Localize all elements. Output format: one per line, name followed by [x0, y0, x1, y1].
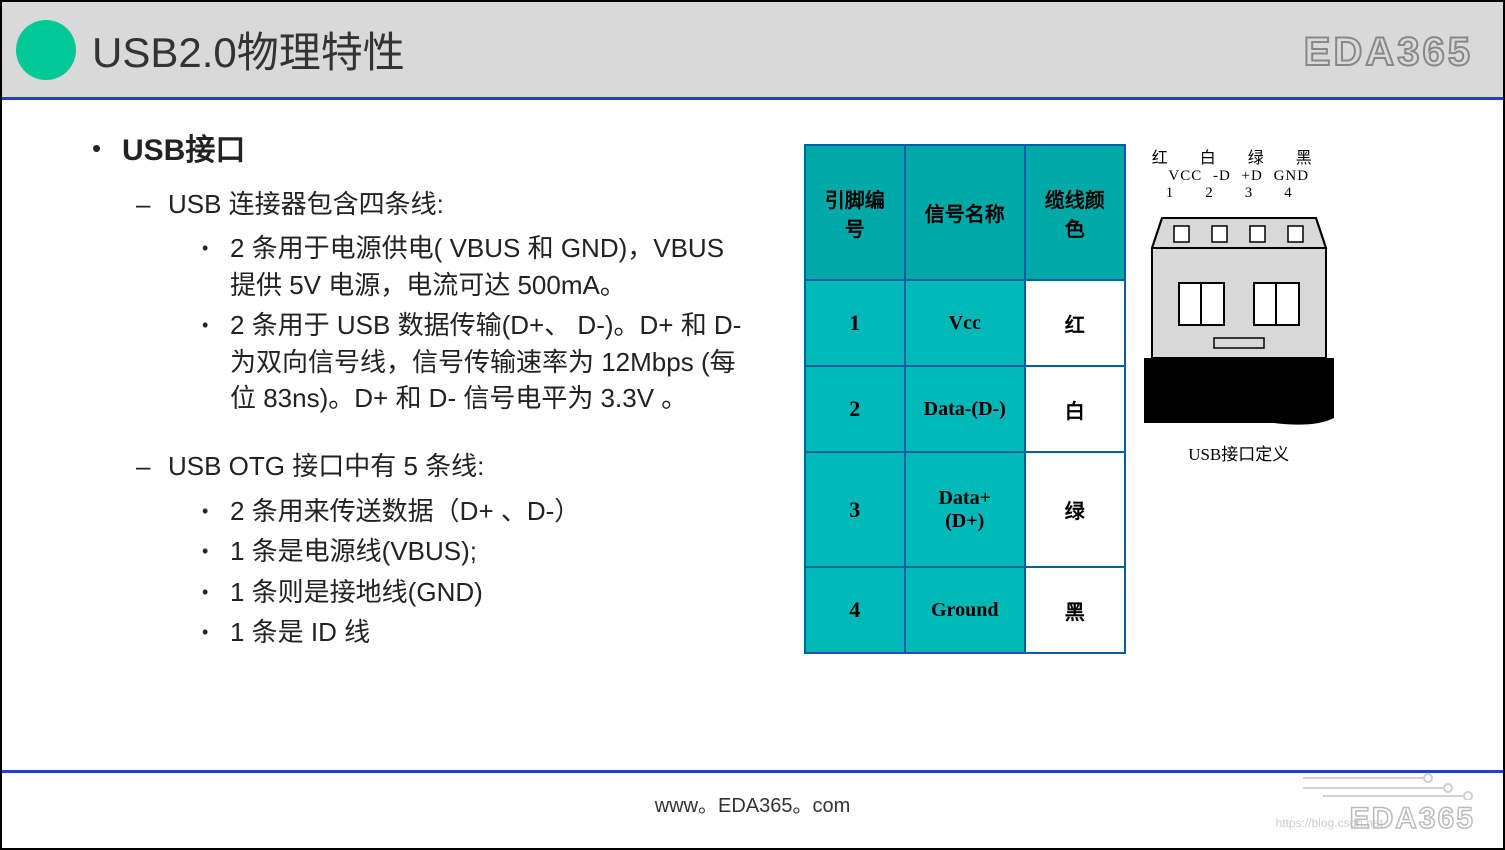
connector-color-labels: 红 白 绿 黑 — [1152, 144, 1326, 168]
slide-title: USB2.0物理特性 — [92, 19, 405, 80]
connector-signal-labels: VCC -D +D GND — [1168, 168, 1309, 185]
bullet-text: USB OTG 接口中有 5 条线: — [168, 448, 484, 484]
bullet-text: USB 连接器包含四条线: — [168, 186, 444, 222]
bullet-dot-icon: • — [202, 493, 230, 529]
figure-column: 引脚编号 信号名称 缆线颜色 1 Vcc 红 2 Data-(D-) 白 3 D… — [804, 130, 1453, 654]
bullet-level-2: – USB OTG 接口中有 5 条线: — [136, 448, 774, 484]
brand-logo: EDA365 — [1304, 30, 1473, 75]
bullet-dot-icon: • — [202, 230, 230, 303]
table-row: 3 Data+(D+) 绿 — [805, 452, 1125, 567]
table-cell: 3 — [805, 452, 905, 567]
bullet-dot-icon: • — [202, 614, 230, 650]
table-cell: 绿 — [1025, 452, 1125, 567]
slide-header: USB2.0物理特性 EDA365 — [2, 2, 1503, 100]
table-cell: 红 — [1025, 280, 1125, 366]
table-cell: Vcc — [905, 280, 1025, 366]
footer-brand-logo: EDA365 — [1350, 802, 1475, 836]
bullet-level-2: – USB 连接器包含四条线: — [136, 186, 774, 222]
connector-caption: USB接口定义 — [1188, 440, 1289, 465]
bullet-text: 2 条用于电源供电( VBUS 和 GND)，VBUS 提供 5V 电源，电流可… — [230, 230, 750, 303]
bullet-text: 1 条是电源线(VBUS); — [230, 533, 477, 569]
slide-footer: www。EDA365。com https://blog.csdn.net EDA… — [2, 770, 1503, 848]
table-cell: 黑 — [1025, 567, 1125, 653]
table-cell: 4 — [805, 567, 905, 653]
pin-table: 引脚编号 信号名称 缆线颜色 1 Vcc 红 2 Data-(D-) 白 3 D… — [804, 144, 1126, 654]
table-cell: 2 — [805, 366, 905, 452]
table-row: 4 Ground 黑 — [805, 567, 1125, 653]
connector-pin-numbers: 1234 — [1154, 185, 1324, 202]
table-row: 2 Data-(D-) 白 — [805, 366, 1125, 452]
table-header: 缆线颜色 — [1025, 145, 1125, 280]
bullet-dash-icon: – — [136, 186, 168, 222]
bullet-dash-icon: – — [136, 448, 168, 484]
usb-connector-diagram: 红 白 绿 黑 VCC -D +D GND 1234 USB接口定义 — [1144, 144, 1334, 654]
bullet-level-1: • USB接口 — [92, 130, 774, 172]
table-cell: Ground — [905, 567, 1025, 653]
slide-content: • USB接口 – USB 连接器包含四条线: • 2 条用于电源供电( VBU… — [2, 100, 1503, 654]
table-cell: 白 — [1025, 366, 1125, 452]
bullet-dot-icon: • — [202, 533, 230, 569]
bullet-text: 1 条是 ID 线 — [230, 614, 370, 650]
table-cell: 1 — [805, 280, 905, 366]
table-cell: Data+(D+) — [905, 452, 1025, 567]
title-accent-dot — [16, 20, 76, 80]
bullet-dot-icon: • — [202, 574, 230, 610]
usb-connector-icon — [1144, 208, 1334, 428]
bullet-text: 2 条用于 USB 数据传输(D+、 D-)。D+ 和 D- 为双向信号线，信号… — [230, 307, 750, 416]
text-column: • USB接口 – USB 连接器包含四条线: • 2 条用于电源供电( VBU… — [92, 130, 774, 654]
bullet-text: 2 条用来传送数据（D+ 、D-） — [230, 493, 580, 529]
bullet-text: 1 条则是接地线(GND) — [230, 574, 483, 610]
bullet-level-3: • 2 条用来传送数据（D+ 、D-） — [202, 493, 774, 529]
bullet-level-3: • 1 条是电源线(VBUS); — [202, 533, 774, 569]
table-row: 1 Vcc 红 — [805, 280, 1125, 366]
bullet-dot-icon: • — [92, 130, 122, 172]
bullet-text: USB接口 — [122, 130, 245, 172]
table-header: 引脚编号 — [805, 145, 905, 280]
table-cell: Data-(D-) — [905, 366, 1025, 452]
circuit-decoration-icon — [1303, 770, 1483, 800]
bullet-level-3: • 2 条用于 USB 数据传输(D+、 D-)。D+ 和 D- 为双向信号线，… — [202, 307, 774, 416]
bullet-level-3: • 2 条用于电源供电( VBUS 和 GND)，VBUS 提供 5V 电源，电… — [202, 230, 774, 303]
table-header-row: 引脚编号 信号名称 缆线颜色 — [805, 145, 1125, 280]
bullet-dot-icon: • — [202, 307, 230, 416]
table-header: 信号名称 — [905, 145, 1025, 280]
bullet-level-3: • 1 条是 ID 线 — [202, 614, 774, 650]
footer-url: www。EDA365。com — [655, 795, 851, 817]
bullet-level-3: • 1 条则是接地线(GND) — [202, 574, 774, 610]
